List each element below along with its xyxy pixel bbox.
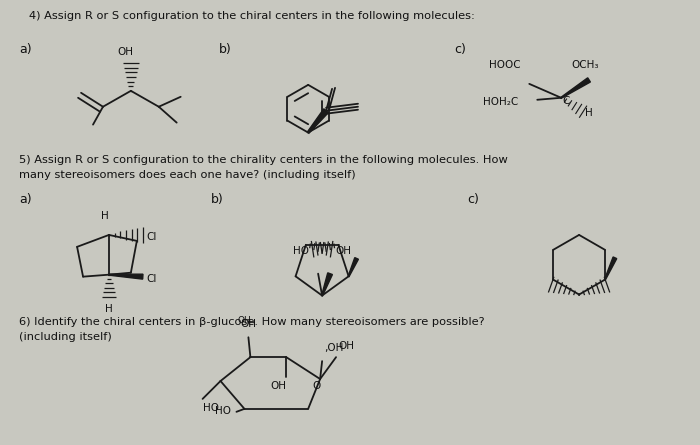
Text: 5) Assign R or S configuration to the chirality centers in the following molecul: 5) Assign R or S configuration to the ch… bbox=[20, 155, 508, 166]
Text: OH: OH bbox=[240, 320, 256, 329]
Text: OH: OH bbox=[338, 341, 354, 351]
Text: HO: HO bbox=[214, 406, 230, 416]
Text: c): c) bbox=[454, 43, 466, 56]
Text: H: H bbox=[585, 108, 593, 117]
Text: many stereoisomers does each one have? (including itself): many stereoisomers does each one have? (… bbox=[20, 170, 356, 180]
Text: H: H bbox=[101, 211, 109, 221]
Text: b): b) bbox=[211, 193, 223, 206]
Text: Cl: Cl bbox=[147, 232, 158, 242]
Text: HO: HO bbox=[202, 403, 218, 413]
Text: b): b) bbox=[218, 43, 231, 56]
Text: a): a) bbox=[20, 193, 32, 206]
Text: 6) Identify the chiral centers in β-glucose. How many stereoisomers are possible: 6) Identify the chiral centers in β-gluc… bbox=[20, 317, 485, 328]
Polygon shape bbox=[109, 274, 143, 279]
Text: a): a) bbox=[20, 43, 32, 56]
Text: c): c) bbox=[468, 193, 480, 206]
Text: OCH₃: OCH₃ bbox=[571, 60, 598, 70]
Text: C: C bbox=[562, 96, 570, 106]
Polygon shape bbox=[561, 78, 590, 98]
Text: (including itself): (including itself) bbox=[20, 332, 112, 342]
Polygon shape bbox=[605, 257, 617, 280]
Text: HOOC: HOOC bbox=[489, 60, 521, 70]
Text: OH: OH bbox=[117, 47, 133, 57]
Text: 4) Assign R or S configuration to the chiral centers in the following molecules:: 4) Assign R or S configuration to the ch… bbox=[29, 11, 475, 21]
Text: OH: OH bbox=[270, 381, 286, 391]
Text: Cl: Cl bbox=[147, 274, 158, 283]
Polygon shape bbox=[307, 109, 328, 133]
Text: ,OH: ,OH bbox=[324, 343, 344, 353]
Text: O: O bbox=[312, 381, 321, 391]
Polygon shape bbox=[321, 273, 332, 296]
Text: H: H bbox=[105, 304, 113, 315]
Text: HO: HO bbox=[293, 246, 309, 256]
Text: OH: OH bbox=[237, 316, 251, 325]
Text: OH: OH bbox=[335, 246, 351, 256]
Text: HOH₂C: HOH₂C bbox=[484, 97, 519, 107]
Polygon shape bbox=[348, 258, 358, 276]
